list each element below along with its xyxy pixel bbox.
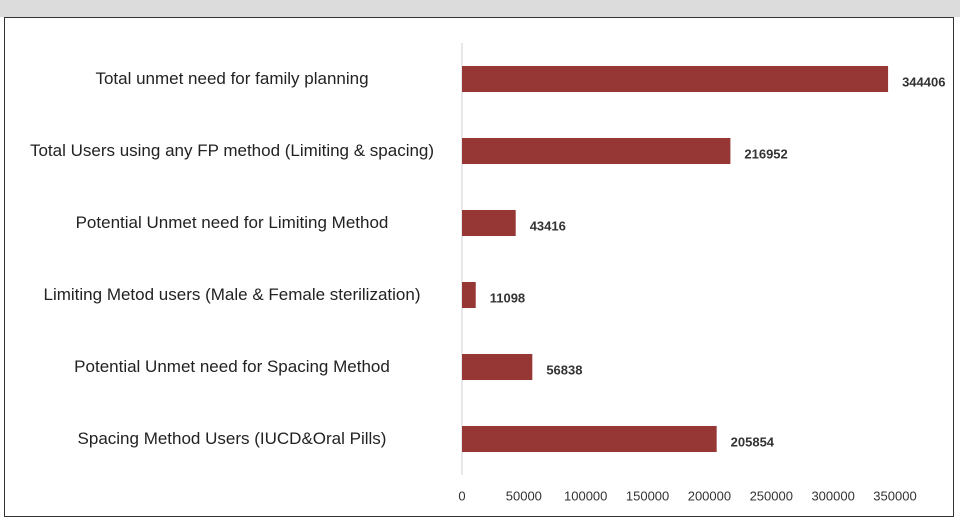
x-tick-label: 300000 [811, 488, 854, 503]
x-tick-label: 200000 [688, 488, 731, 503]
bar [462, 66, 889, 92]
bar [462, 282, 476, 308]
x-tick-label: 50000 [506, 488, 542, 503]
y-tick-label: Total Users using any FP method (Limitin… [29, 141, 435, 160]
bar [462, 426, 717, 452]
data-label: 205854 [731, 434, 775, 449]
x-tick-label: 150000 [626, 488, 669, 503]
data-label: 344406 [902, 74, 945, 89]
data-label: 11098 [490, 290, 525, 305]
x-tick-label: 100000 [564, 488, 607, 503]
x-tick-label: 350000 [873, 488, 916, 503]
y-tick-label: Potential Unmet need for Spacing Method [74, 357, 390, 376]
y-tick-label: Total unmet need for family planning [95, 69, 369, 88]
y-tick-label: Spacing Method Users (IUCD&Oral Pills) [77, 429, 387, 448]
data-label: 216952 [744, 146, 787, 161]
data-label: 56838 [546, 362, 582, 377]
y-tick-label: Limiting Metod users (Male & Female ster… [43, 285, 421, 304]
toolbar-band [0, 0, 960, 17]
bar [462, 210, 516, 236]
y-tick-label: Potential Unmet need for Limiting Method [75, 213, 389, 232]
bar [462, 354, 533, 380]
x-tick-label: 250000 [750, 488, 793, 503]
bar [462, 138, 731, 164]
x-tick-label: 0 [458, 488, 465, 503]
data-label: 43416 [530, 218, 566, 233]
